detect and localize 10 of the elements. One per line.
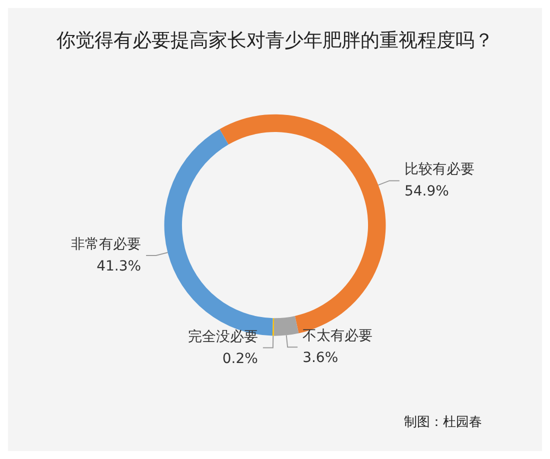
slice-label: 非常有必要	[71, 236, 142, 252]
chart-title: 你觉得有必要提高家长对青少年肥胖的重视程度吗？	[56, 30, 494, 52]
slice-label: 比较有必要	[404, 162, 474, 178]
data-label: 3.6%	[302, 350, 338, 366]
data-label: 41.3%	[96, 258, 142, 274]
text: 制图：杜园春	[404, 415, 482, 430]
slice-label: 完全没必要	[188, 328, 258, 345]
data-label: 54.9%	[404, 184, 449, 200]
data-label: 0.2%	[222, 350, 258, 367]
slice-label: 不太有必要	[302, 328, 373, 344]
